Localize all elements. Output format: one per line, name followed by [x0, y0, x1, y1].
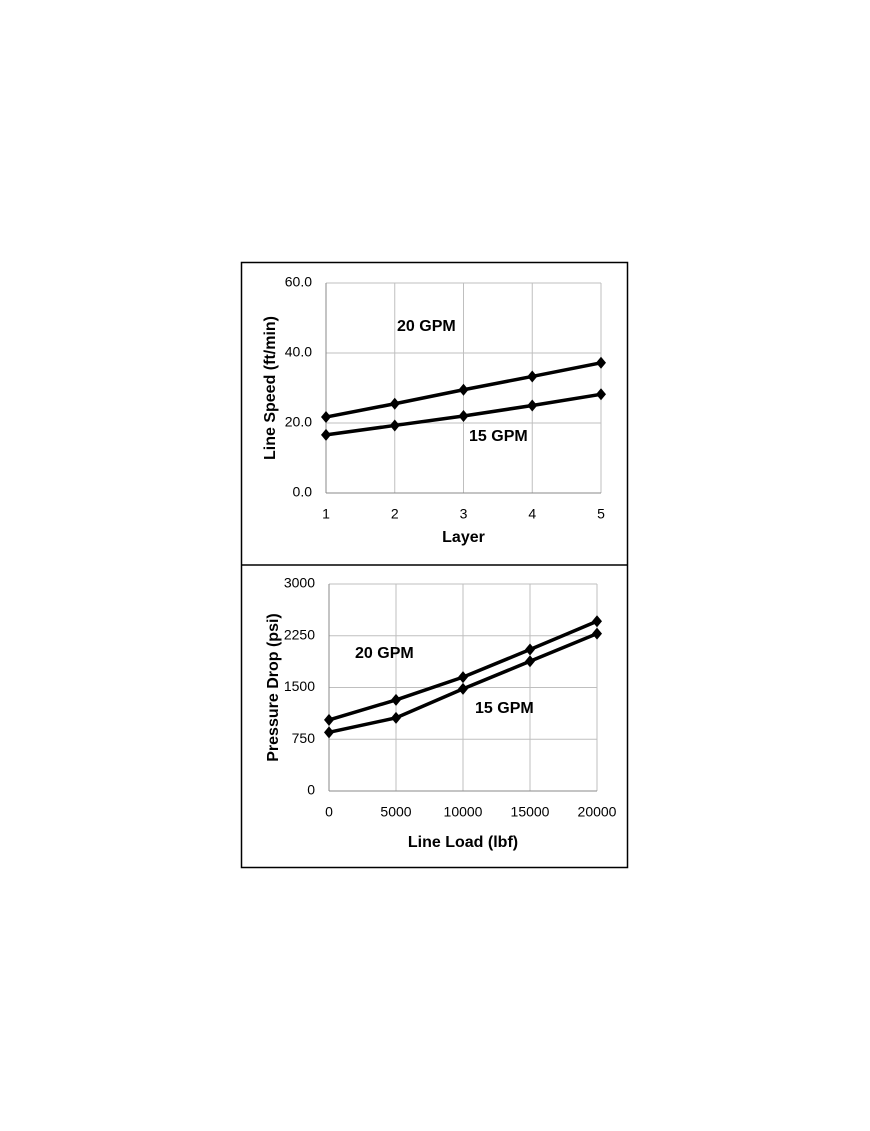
y-tick-label: 1500	[284, 678, 315, 694]
x-tick-label: 0	[325, 804, 333, 820]
series-label: 20 GPM	[355, 645, 414, 662]
data-point	[527, 399, 538, 412]
data-point	[458, 671, 468, 684]
series-label: 15 GPM	[475, 700, 534, 717]
data-point	[527, 370, 538, 383]
y-tick-label: 750	[292, 730, 316, 746]
x-tick-label: 5000	[380, 804, 411, 820]
y-tick-label: 40.0	[285, 344, 312, 360]
data-point	[458, 410, 469, 422]
x-tick-label: 1	[322, 506, 330, 522]
y-tick-label: 3000	[284, 575, 315, 591]
data-point	[389, 419, 400, 432]
data-point	[458, 682, 468, 695]
data-point	[324, 713, 334, 726]
data-point	[458, 383, 469, 396]
data-point	[321, 411, 331, 424]
data-point	[324, 726, 334, 739]
x-axis-title: Layer	[442, 529, 485, 546]
data-point	[592, 627, 602, 640]
x-tick-label: 4	[528, 506, 536, 522]
y-axis-title: Pressure Drop (psi)	[265, 613, 282, 761]
data-point	[391, 693, 401, 706]
y-tick-label: 2250	[284, 626, 315, 642]
data-point	[389, 397, 400, 410]
series-label: 15 GPM	[469, 428, 528, 445]
x-tick-label: 3	[460, 506, 468, 522]
x-tick-label: 15000	[511, 804, 550, 820]
y-tick-label: 60.0	[285, 274, 312, 290]
data-point	[596, 388, 606, 401]
y-tick-label: 0	[307, 782, 315, 798]
y-axis-title: Line Speed (ft/min)	[262, 316, 279, 460]
x-tick-label: 5	[597, 506, 605, 522]
data-point	[592, 615, 602, 628]
y-tick-label: 0.0	[293, 484, 313, 500]
x-axis-title: Line Load (lbf)	[408, 834, 518, 851]
data-point	[525, 643, 535, 656]
data-point	[321, 428, 331, 441]
y-tick-label: 20.0	[285, 414, 312, 430]
data-point	[525, 655, 535, 668]
x-tick-label: 20000	[578, 804, 617, 820]
data-point	[391, 711, 401, 724]
x-tick-label: 2	[391, 506, 399, 522]
x-tick-label: 10000	[444, 804, 483, 820]
series-label: 20 GPM	[397, 318, 456, 335]
data-point	[596, 356, 606, 369]
